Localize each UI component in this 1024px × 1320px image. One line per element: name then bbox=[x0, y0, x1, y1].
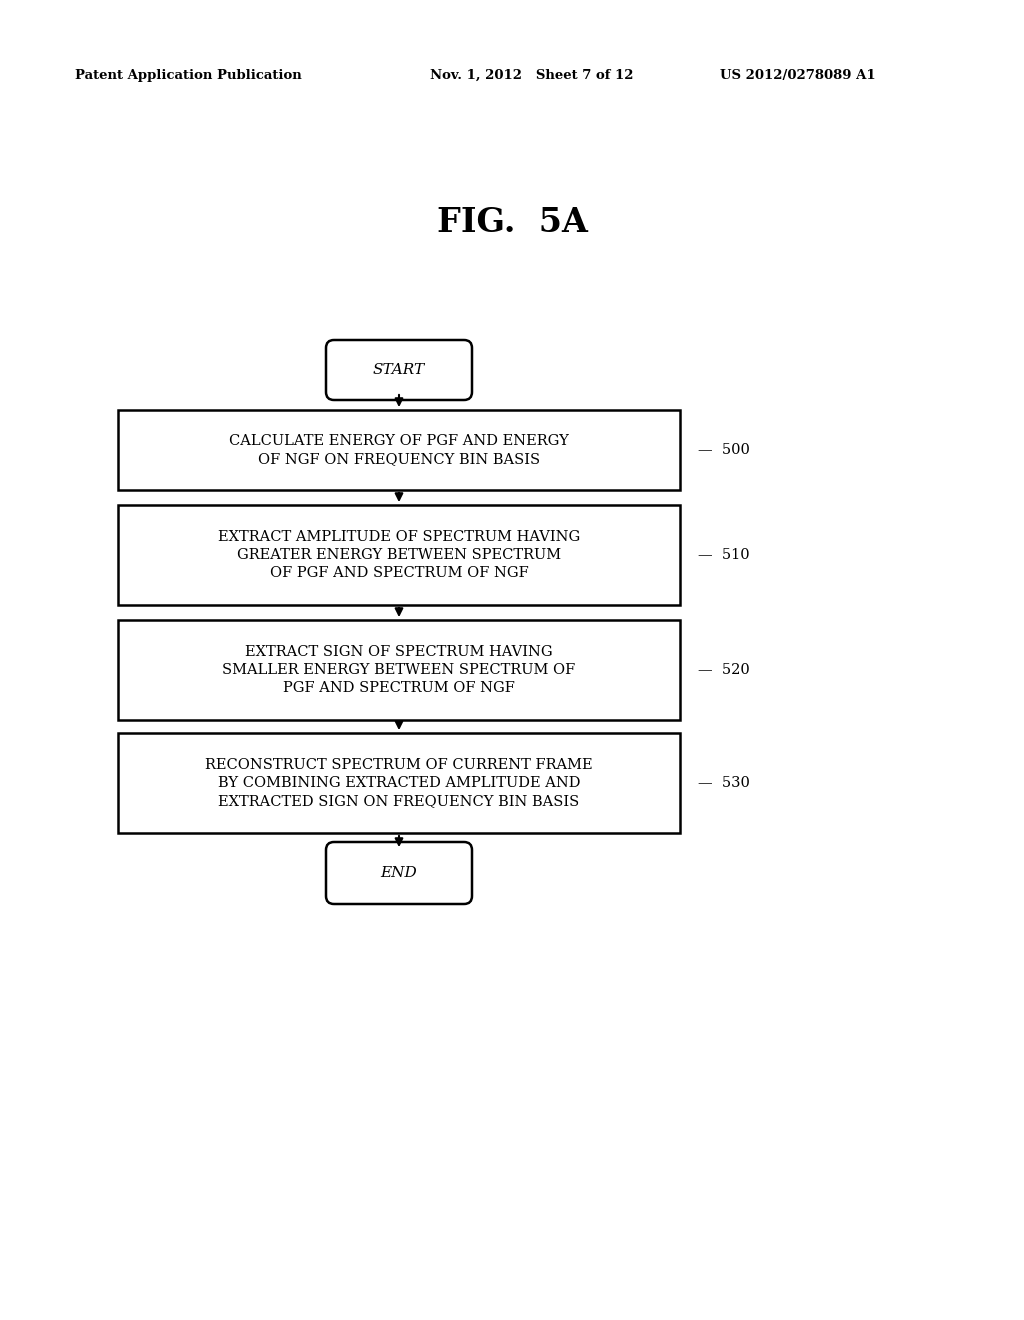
Text: Patent Application Publication: Patent Application Publication bbox=[75, 69, 302, 82]
Bar bbox=[118, 620, 680, 719]
Text: FIG.  5A: FIG. 5A bbox=[436, 206, 588, 239]
Text: RECONSTRUCT SPECTRUM OF CURRENT FRAME
BY COMBINING EXTRACTED AMPLITUDE AND
EXTRA: RECONSTRUCT SPECTRUM OF CURRENT FRAME BY… bbox=[205, 758, 593, 808]
FancyBboxPatch shape bbox=[326, 341, 472, 400]
Bar bbox=[118, 411, 680, 490]
Text: START: START bbox=[373, 363, 425, 378]
Text: —  510: — 510 bbox=[698, 548, 750, 562]
Text: END: END bbox=[381, 866, 418, 880]
Text: EXTRACT AMPLITUDE OF SPECTRUM HAVING
GREATER ENERGY BETWEEN SPECTRUM
OF PGF AND : EXTRACT AMPLITUDE OF SPECTRUM HAVING GRE… bbox=[218, 529, 581, 581]
Text: EXTRACT SIGN OF SPECTRUM HAVING
SMALLER ENERGY BETWEEN SPECTRUM OF
PGF AND SPECT: EXTRACT SIGN OF SPECTRUM HAVING SMALLER … bbox=[222, 644, 575, 696]
Text: —  530: — 530 bbox=[698, 776, 750, 789]
Text: —  520: — 520 bbox=[698, 663, 750, 677]
Bar bbox=[118, 506, 680, 605]
Bar bbox=[118, 733, 680, 833]
Text: US 2012/0278089 A1: US 2012/0278089 A1 bbox=[720, 69, 876, 82]
Text: CALCULATE ENERGY OF PGF AND ENERGY
OF NGF ON FREQUENCY BIN BASIS: CALCULATE ENERGY OF PGF AND ENERGY OF NG… bbox=[229, 434, 569, 466]
Text: —  500: — 500 bbox=[698, 444, 750, 457]
Text: Nov. 1, 2012   Sheet 7 of 12: Nov. 1, 2012 Sheet 7 of 12 bbox=[430, 69, 634, 82]
FancyBboxPatch shape bbox=[326, 842, 472, 904]
